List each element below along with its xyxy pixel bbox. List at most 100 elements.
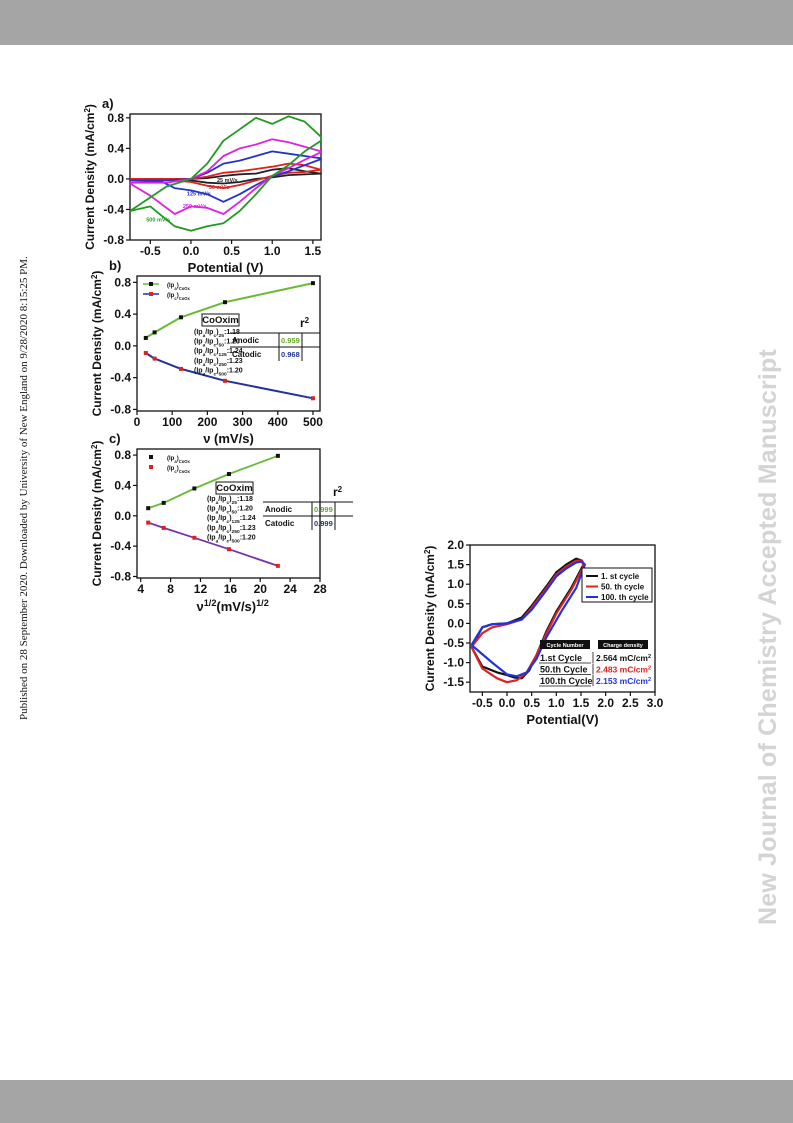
y-tick-label: 0.0 <box>447 616 464 630</box>
x-axis-label: ν1/2(mV/s)1/2 <box>197 598 269 614</box>
annotation-box <box>215 481 254 495</box>
legend-entry: 1. st cycle <box>601 572 640 581</box>
series-label: 500 mV/s <box>146 218 170 224</box>
y-axis-label: Current Density (mA/cm2) <box>90 271 105 417</box>
data-point <box>143 351 148 356</box>
data-point <box>310 281 315 286</box>
anodic-value: 0.959 <box>281 336 300 345</box>
x-tick-label: -0.5 <box>472 696 493 710</box>
ratio-text: (Ipa/Ipc)500:1.20 <box>194 367 243 377</box>
y-tick-label: -0.5 <box>443 636 464 650</box>
legend-entry: 100. th cycle <box>601 593 649 602</box>
ratio-text: (Ipa/Ipc)25:1.18 <box>207 496 253 506</box>
y-tick-label: -0.4 <box>103 202 124 216</box>
plot-frame <box>136 448 321 579</box>
y-tick-label: -0.8 <box>103 233 124 247</box>
plot-frame <box>136 275 321 412</box>
chart-panel-c: 4 8 12 16 20 24 28 0.8 0.4 0.0 -0.4 -0.8 ν1/2(mV/s)1… <box>90 431 353 614</box>
data-point <box>192 535 197 540</box>
table-header: Charge density <box>603 643 644 649</box>
y-tick-label: -0.4 <box>110 539 131 553</box>
bottom-band <box>0 1080 793 1123</box>
top-band <box>0 0 793 45</box>
table-header: Cycle Number <box>547 643 585 649</box>
y-tick-label: 0.5 <box>447 597 464 611</box>
annotation-box <box>201 313 240 327</box>
panel-label: b) <box>109 258 121 273</box>
y-tick-label: 0.0 <box>107 172 124 186</box>
y-tick-label: -1.0 <box>443 656 464 670</box>
data-point <box>178 315 183 320</box>
catodic-label: Catodic <box>265 519 295 528</box>
legend-marker <box>149 292 153 296</box>
legend-entry: 50. th cycle <box>601 583 645 592</box>
data-point <box>192 486 197 491</box>
chart-panel-a: -0.5 0.0 0.5 1.0 1.5 0.8 0.4 0.0 -0.4 -0.8 Potenti… <box>83 96 322 275</box>
data-point <box>161 525 166 530</box>
anodic-label: Anodic <box>232 336 260 345</box>
y-tick-label: 0.4 <box>114 307 131 321</box>
panel-label: a) <box>102 96 114 111</box>
x-axis-label: Potential(V) <box>526 712 598 727</box>
r2-header: r2 <box>300 316 310 331</box>
series-line-4 <box>129 138 322 215</box>
ratio-text: (Ipa/Ipc)50:1.20 <box>194 339 240 349</box>
x-tick-label: 0.5 <box>523 696 540 710</box>
legend-entry: (Ipa)CoOx <box>167 283 191 291</box>
x-tick-label: 2.0 <box>597 696 614 710</box>
x-tick-label: 20 <box>254 582 268 596</box>
legend-entry: (Ipc)CoOx <box>167 466 191 474</box>
anodic-value: 0.999 <box>314 505 333 514</box>
legend-marker <box>149 455 153 459</box>
catodic-value: 0.968 <box>281 350 300 359</box>
x-tick-label: 1.0 <box>548 696 565 710</box>
anodic-label: Anodic <box>265 505 293 514</box>
ratio-text: (Ipa/Ipc)50:1.20 <box>207 506 253 515</box>
series-line-1 <box>129 167 322 185</box>
x-tick-label: 0 <box>134 415 141 429</box>
y-tick-label: 0.4 <box>114 478 131 492</box>
x-tick-label: 0.0 <box>183 244 200 258</box>
legend-marker <box>149 465 153 469</box>
y-tick-label: -0.8 <box>110 402 131 416</box>
table-cycle: 100.th Cycle <box>540 676 593 686</box>
annotation-title: CoOxim <box>202 315 238 326</box>
x-tick-label: 1.5 <box>573 696 590 710</box>
catodic-value: 0.999 <box>314 519 333 528</box>
series-line-5 <box>129 115 322 232</box>
table-value: 2.483 mC/cm2 <box>596 665 651 675</box>
table-cycle: 50.th Cycle <box>540 665 588 675</box>
table-header-cell <box>598 640 648 649</box>
x-tick-label: 16 <box>224 582 238 596</box>
y-tick-label: 0.8 <box>114 448 131 462</box>
x-tick-label: 1.5 <box>305 244 322 258</box>
ratio-text: (Ipa/Ipc)500:1.20 <box>207 534 256 544</box>
y-tick-label: 0.4 <box>107 141 124 155</box>
legend-marker <box>149 282 153 286</box>
y-tick-label: 1.5 <box>447 558 464 572</box>
legend-entry: (Ipc)CoOx <box>167 293 191 301</box>
x-tick-label: 4 <box>137 582 144 596</box>
data-point <box>178 366 183 371</box>
series-label: 25 mV/s <box>217 178 238 184</box>
plot-frame <box>129 113 322 241</box>
data-point <box>310 396 315 401</box>
y-axis-label: Current Density (mA/cm2) <box>423 546 438 692</box>
series-label: 125 mV/s <box>187 192 211 198</box>
x-tick-label: 0.5 <box>223 244 240 258</box>
y-tick-label: 2.0 <box>447 538 464 552</box>
x-tick-label: 200 <box>197 415 217 429</box>
data-point <box>143 335 148 340</box>
table-cycle: 1.st Cycle <box>540 653 582 663</box>
x-axis-label: ν (mV/s) <box>203 431 254 446</box>
x-tick-label: 2.5 <box>622 696 639 710</box>
ratio-text: (Ipa/Ipc)250:1.23 <box>194 358 243 368</box>
catodic-label: Catodic <box>232 350 262 359</box>
chart-panel-b: 0 100 200 300 400 500 0.8 0.4 0.0 -0.4 -0.8 ν (mV/s… <box>90 258 324 446</box>
legend-entry: (Ipa)CoOx <box>167 456 191 464</box>
data-point <box>152 330 157 335</box>
x-tick-label: 400 <box>268 415 288 429</box>
x-tick-label: 100 <box>162 415 182 429</box>
series-line-3 <box>129 150 322 203</box>
data-point <box>161 500 166 505</box>
